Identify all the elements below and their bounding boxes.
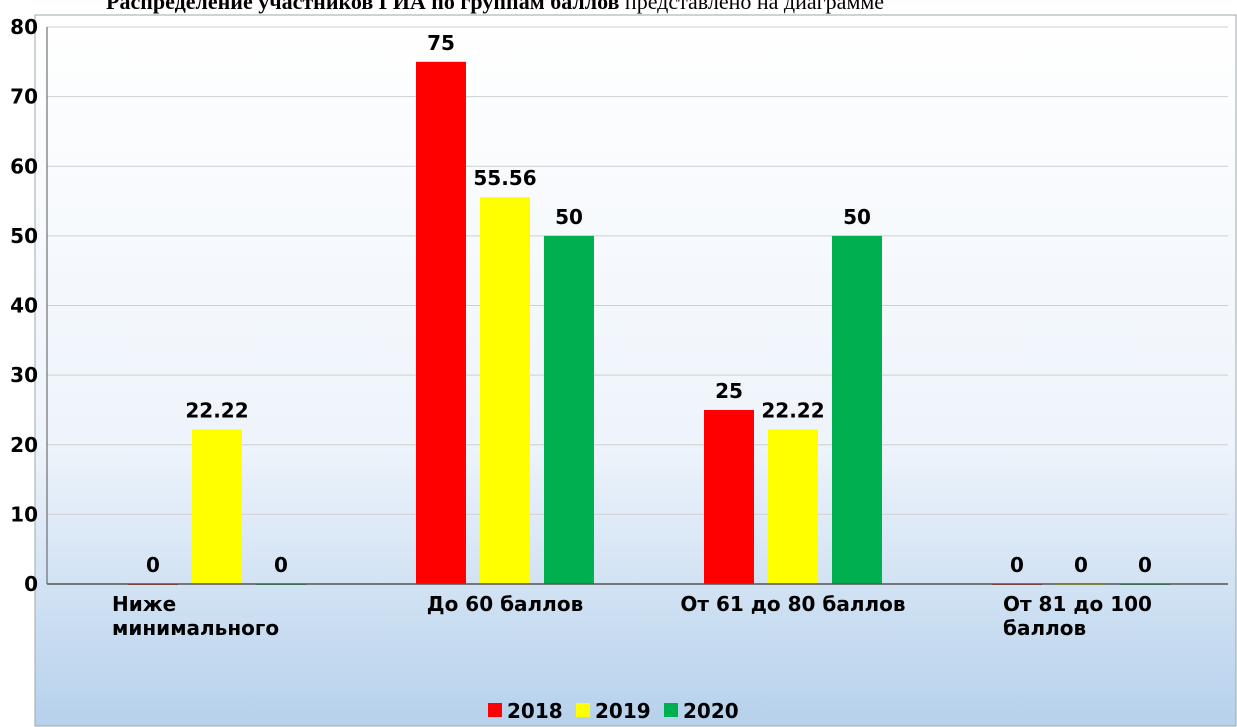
- x-tick-label: Ниже минимального: [112, 592, 280, 640]
- legend-swatch: [664, 703, 678, 717]
- data-label: 0: [1074, 553, 1088, 577]
- bar: [192, 429, 242, 584]
- y-tick-label: 60: [10, 154, 38, 178]
- legend-swatch: [576, 703, 590, 717]
- data-label: 50: [555, 205, 583, 229]
- bar: [768, 429, 818, 584]
- y-tick-label: 20: [10, 433, 38, 457]
- y-tick-label: 80: [10, 15, 38, 39]
- legend-swatch: [488, 703, 502, 717]
- x-tick-label: От 61 до 80 баллов: [680, 592, 906, 616]
- x-tick-label: До 60 баллов: [426, 592, 584, 616]
- y-tick-label: 10: [10, 502, 38, 526]
- y-tick-label: 0: [24, 572, 38, 596]
- data-label: 0: [146, 553, 160, 577]
- data-label: 25: [715, 379, 743, 403]
- bar: [704, 409, 754, 584]
- legend-label: 2018: [507, 699, 563, 723]
- bar: [544, 235, 594, 584]
- data-label: 55.56: [473, 166, 536, 190]
- legend-label: 2019: [595, 699, 651, 723]
- bar: [480, 197, 530, 584]
- data-label: 22.22: [185, 398, 248, 422]
- heading-bold: Распределение участников ГИА по группам …: [106, 0, 620, 14]
- heading: Распределение участников ГИА по группам …: [106, 0, 884, 15]
- bar: [832, 235, 882, 584]
- y-tick-label: 30: [10, 363, 38, 387]
- chart-area: [34, 14, 1237, 727]
- data-label: 0: [1010, 553, 1024, 577]
- y-tick-label: 50: [10, 224, 38, 248]
- y-tick-label: 40: [10, 294, 38, 318]
- legend-label: 2020: [683, 699, 739, 723]
- y-tick-label: 70: [10, 85, 38, 109]
- data-label: 22.22: [761, 398, 824, 422]
- data-label: 0: [1138, 553, 1152, 577]
- heading-normal: представлено на диаграмме: [624, 0, 885, 14]
- data-label: 50: [843, 205, 871, 229]
- data-label: 0: [274, 553, 288, 577]
- x-tick-label: От 81 до 100 баллов: [1003, 592, 1152, 640]
- data-label: 75: [427, 31, 455, 55]
- bar: [416, 61, 466, 584]
